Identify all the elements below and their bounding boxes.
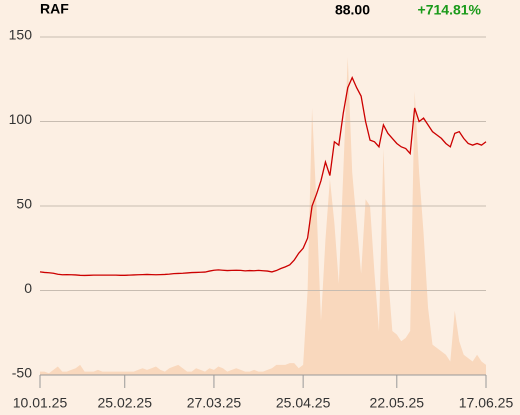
- price-line: [39, 75, 487, 277]
- x-tick-label: 27.03.25: [187, 395, 242, 411]
- change: +714.81%: [418, 2, 482, 18]
- price: 88.00: [335, 2, 370, 18]
- x-tick-label: 10.01.25: [13, 395, 68, 411]
- x-tick-label: 17.06.25: [459, 395, 514, 411]
- x-tick-label: 25.04.25: [276, 395, 331, 411]
- y-tick-label: 0: [24, 280, 32, 296]
- y-tick-label: -50: [12, 365, 32, 381]
- symbol: RAF: [40, 1, 69, 17]
- y-tick-label: 100: [9, 111, 33, 127]
- y-tick-label: 150: [9, 27, 33, 43]
- x-tick-label: 22.05.25: [370, 395, 425, 411]
- volume-area: [40, 57, 486, 375]
- y-tick-label: 50: [16, 196, 32, 212]
- x-tick-label: 25.02.25: [97, 395, 152, 411]
